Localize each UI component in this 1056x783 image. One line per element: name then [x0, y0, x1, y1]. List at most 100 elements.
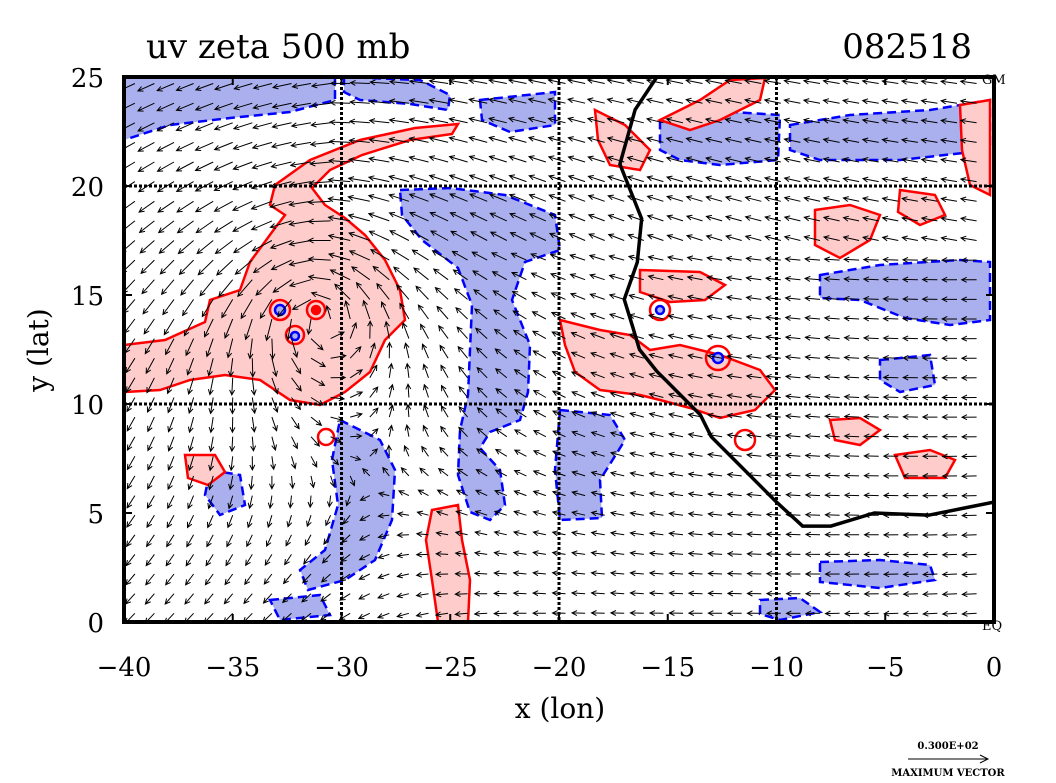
wind-vector: [513, 429, 527, 438]
wind-vector: [388, 404, 395, 418]
wind-vector: [437, 467, 449, 477]
wind-vector: [941, 512, 958, 519]
wind-vector: [369, 407, 379, 418]
wind-vector: [882, 472, 899, 479]
wind-vector: [590, 610, 605, 616]
x-axis: −40 −35 −30 −25 −20 −15 −10 −5 0: [97, 77, 1002, 683]
wind-vector: [187, 456, 195, 472]
wind-vector: [388, 383, 395, 398]
wind-vector: [862, 374, 879, 381]
wind-vector: [861, 196, 879, 202]
wind-vector: [213, 122, 233, 131]
wind-vector: [342, 514, 351, 525]
wind-vector: [587, 175, 605, 183]
wind-vector: [785, 590, 801, 597]
wind-vector: [941, 610, 958, 617]
wind-vector: [783, 117, 801, 124]
wind-vector: [527, 78, 547, 84]
wind-vector: [628, 293, 644, 300]
wind-vector: [706, 373, 723, 380]
wind-vector: [403, 444, 410, 457]
wind-vector: [901, 335, 918, 342]
wind-vector: [226, 515, 234, 529]
wind-vector: [512, 590, 527, 597]
wind-vector: [745, 314, 762, 321]
wind-vector: [512, 329, 527, 340]
wind-vector: [902, 571, 918, 578]
wind-vector: [822, 98, 840, 105]
wind-vector: [415, 551, 429, 558]
wind-vector: [647, 294, 664, 300]
wind-vector: [532, 430, 547, 438]
wind-vector: [648, 491, 664, 497]
wind-vector: [707, 471, 723, 478]
wind-vector: [327, 196, 351, 203]
wind-vector: [439, 446, 449, 457]
wind-vector: [302, 573, 312, 584]
wind-vector: [960, 414, 977, 421]
wind-vector: [532, 570, 546, 577]
wind-vector: [369, 448, 379, 457]
wind-vector: [941, 355, 957, 362]
wind-vector: [804, 315, 821, 322]
wind-vector: [842, 157, 860, 163]
wind-vector: [920, 196, 938, 203]
y-tick-label: 10: [71, 391, 104, 421]
wind-vector: [685, 156, 703, 163]
wind-vector: [271, 436, 277, 452]
wind-vector: [704, 136, 723, 143]
wind-vector: [475, 347, 488, 359]
wind-vector: [687, 570, 703, 577]
wind-vector: [746, 590, 762, 597]
wind-vector: [883, 610, 899, 617]
wind-vector: [349, 369, 364, 379]
wind-vector: [528, 193, 547, 202]
wind-vector: [250, 377, 257, 396]
wind-vector: [428, 155, 449, 163]
wind-vector: [344, 300, 351, 320]
wind-vector: [960, 473, 977, 480]
wind-vector: [746, 551, 762, 557]
wind-vector: [921, 355, 938, 362]
wind-vector: [902, 433, 918, 440]
wind-vector: [687, 610, 703, 617]
wind-vector: [532, 530, 547, 536]
wind-vector: [138, 200, 155, 213]
wind-vector: [494, 469, 508, 477]
wind-vector: [157, 200, 175, 213]
wind-vector: [147, 456, 155, 471]
wind-vector: [473, 289, 488, 300]
wind-vector: [126, 456, 136, 471]
wind-vector: [783, 156, 801, 163]
wind-vector: [609, 490, 625, 497]
wind-vector: [685, 175, 703, 183]
wind-vector: [707, 570, 723, 577]
wind-vector: [301, 593, 312, 603]
wind-vector: [367, 320, 374, 339]
wind-vector: [403, 342, 410, 359]
wind-vector: [921, 473, 938, 479]
wind-vector: [804, 610, 821, 617]
wind-vector: [358, 593, 371, 600]
wind-vector: [706, 314, 723, 321]
wind-vector: [744, 97, 762, 104]
wind-vector: [136, 83, 155, 92]
wind-vector: [686, 314, 703, 320]
wind-vector: [291, 416, 300, 430]
wind-vector: [266, 515, 273, 529]
wind-vector: [941, 335, 958, 342]
wind-vector: [609, 451, 625, 457]
wind-vector: [531, 590, 546, 597]
wind-vector: [507, 78, 527, 84]
wind-vector: [646, 156, 664, 163]
wind-vector: [269, 200, 292, 209]
wind-vector: [646, 233, 664, 241]
wind-vector: [802, 137, 821, 143]
storm-core-negative: [273, 303, 725, 365]
wind-vector: [609, 470, 625, 477]
wind-vector: [707, 590, 723, 597]
wind-vector: [197, 259, 214, 276]
wind-vector: [941, 492, 958, 499]
wind-vector: [764, 195, 781, 202]
wind-vector: [921, 296, 938, 303]
